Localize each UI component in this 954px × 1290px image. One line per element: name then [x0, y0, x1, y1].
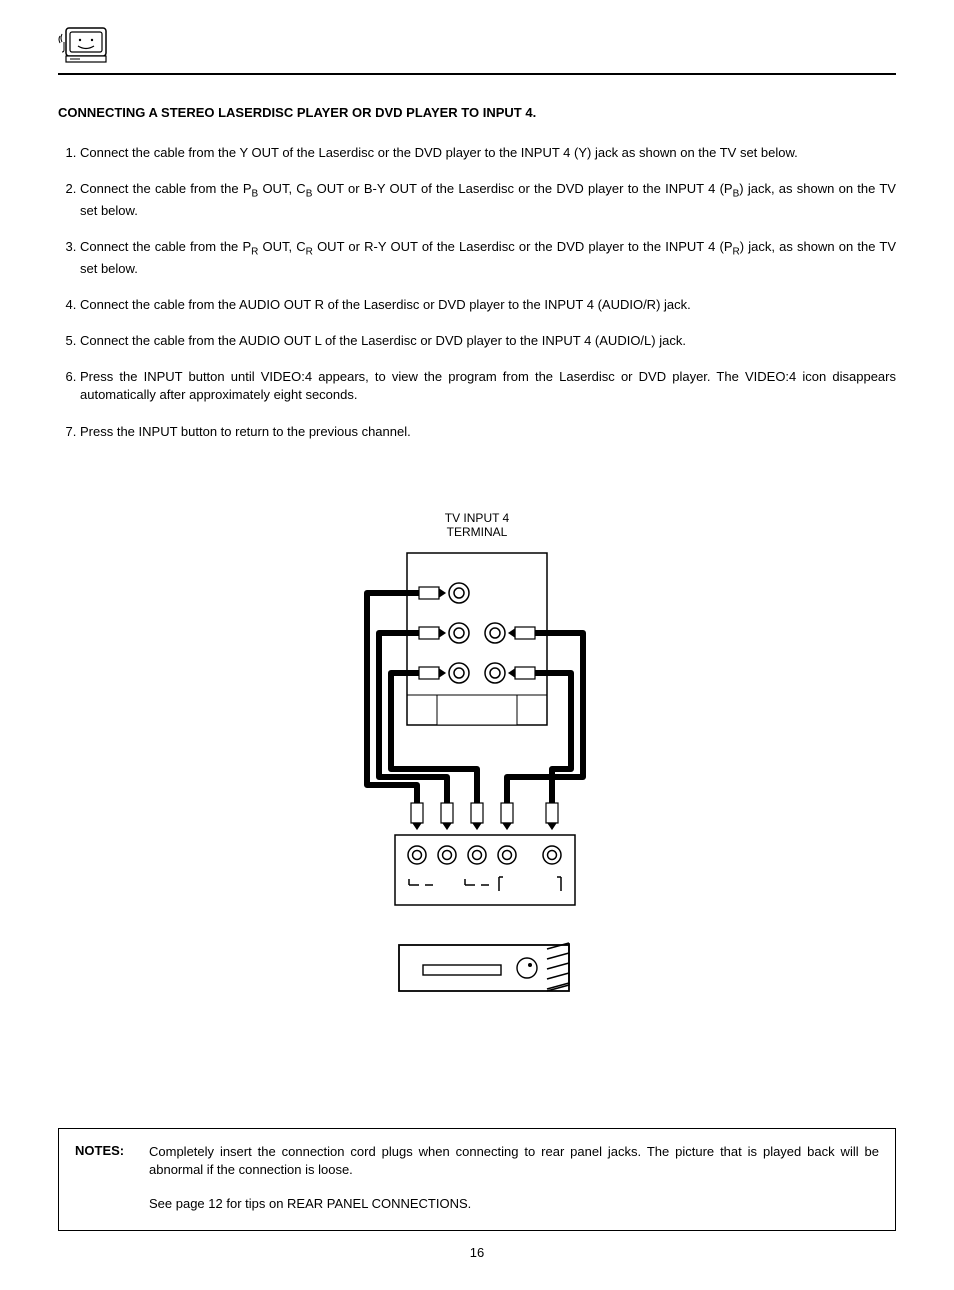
notes-body: Completely insert the connection cord pl… — [149, 1143, 879, 1212]
step-2: Connect the cable from the PB OUT, CB OU… — [80, 180, 896, 220]
wiring-diagram-svg — [347, 545, 607, 1015]
diagram-label-line2: TERMINAL — [447, 525, 508, 539]
notes-line-2: See page 12 for tips on REAR PANEL CONNE… — [149, 1195, 879, 1213]
section-title: CONNECTING A STEREO LASERDISC PLAYER OR … — [58, 105, 896, 120]
step-1: Connect the cable from the Y OUT of the … — [80, 144, 896, 162]
diagram-label: TV INPUT 4 TERMINAL — [58, 511, 896, 540]
diagram-label-line1: TV INPUT 4 — [445, 511, 509, 525]
step-4: Connect the cable from the AUDIO OUT R o… — [80, 296, 896, 314]
manual-page: CONNECTING A STEREO LASERDISC PLAYER OR … — [0, 0, 954, 1290]
instruction-list: Connect the cable from the Y OUT of the … — [58, 144, 896, 441]
page-header — [58, 24, 896, 75]
connection-diagram: TV INPUT 4 TERMINAL — [58, 511, 896, 1019]
step-7: Press the INPUT button to return to the … — [80, 423, 896, 441]
tv-friendly-icon — [58, 24, 110, 69]
notes-box: NOTES: Completely insert the connection … — [58, 1128, 896, 1231]
notes-line-1: Completely insert the connection cord pl… — [149, 1143, 879, 1178]
step-6: Press the INPUT button until VIDEO:4 app… — [80, 368, 896, 404]
page-number: 16 — [58, 1245, 896, 1260]
step-3: Connect the cable from the PR OUT, CR OU… — [80, 238, 896, 278]
step-5: Connect the cable from the AUDIO OUT L o… — [80, 332, 896, 350]
notes-label: NOTES: — [75, 1143, 149, 1158]
